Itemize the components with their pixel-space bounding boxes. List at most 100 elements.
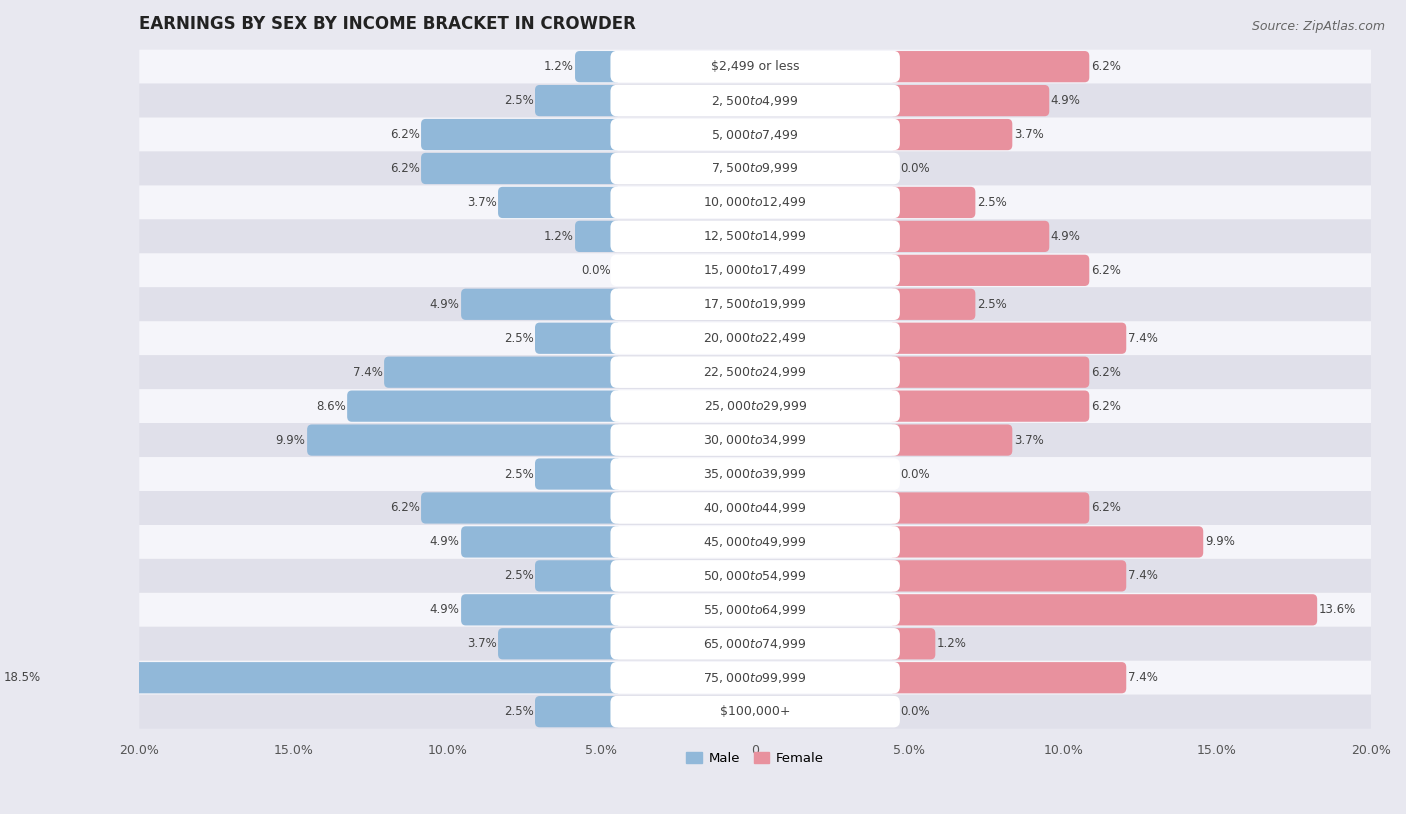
FancyBboxPatch shape: [139, 117, 1371, 151]
Text: 18.5%: 18.5%: [4, 672, 41, 685]
FancyBboxPatch shape: [610, 221, 900, 252]
FancyBboxPatch shape: [139, 322, 1371, 355]
FancyBboxPatch shape: [610, 526, 900, 558]
FancyBboxPatch shape: [139, 457, 1371, 491]
FancyBboxPatch shape: [420, 492, 621, 523]
Text: $10,000 to $12,499: $10,000 to $12,499: [703, 195, 807, 209]
FancyBboxPatch shape: [139, 694, 1371, 729]
Text: 2.5%: 2.5%: [503, 332, 533, 345]
Text: 6.2%: 6.2%: [1091, 501, 1121, 514]
Text: 2.5%: 2.5%: [977, 298, 1007, 311]
Text: 3.7%: 3.7%: [467, 637, 496, 650]
Text: 0.0%: 0.0%: [900, 162, 929, 175]
Text: $75,000 to $99,999: $75,000 to $99,999: [703, 671, 807, 685]
FancyBboxPatch shape: [889, 255, 1090, 286]
FancyBboxPatch shape: [461, 527, 621, 558]
FancyBboxPatch shape: [889, 119, 1012, 150]
FancyBboxPatch shape: [420, 119, 621, 150]
FancyBboxPatch shape: [610, 594, 900, 625]
FancyBboxPatch shape: [610, 628, 900, 659]
Text: 4.9%: 4.9%: [1050, 94, 1081, 107]
FancyBboxPatch shape: [610, 391, 900, 422]
Text: 2.5%: 2.5%: [503, 705, 533, 718]
FancyBboxPatch shape: [139, 186, 1371, 220]
Text: $22,500 to $24,999: $22,500 to $24,999: [703, 365, 807, 379]
FancyBboxPatch shape: [889, 424, 1012, 456]
FancyBboxPatch shape: [498, 628, 621, 659]
FancyBboxPatch shape: [889, 560, 1126, 592]
Text: $5,000 to $7,499: $5,000 to $7,499: [711, 128, 799, 142]
FancyBboxPatch shape: [536, 560, 621, 592]
Text: 3.7%: 3.7%: [1014, 434, 1043, 447]
Text: 6.2%: 6.2%: [1091, 365, 1121, 379]
Legend: Male, Female: Male, Female: [681, 746, 830, 770]
FancyBboxPatch shape: [610, 492, 900, 523]
Text: 2.5%: 2.5%: [503, 569, 533, 582]
FancyBboxPatch shape: [536, 322, 621, 354]
Text: $30,000 to $34,999: $30,000 to $34,999: [703, 433, 807, 447]
FancyBboxPatch shape: [610, 322, 900, 354]
Text: 6.2%: 6.2%: [389, 162, 419, 175]
Text: $55,000 to $64,999: $55,000 to $64,999: [703, 603, 807, 617]
FancyBboxPatch shape: [610, 186, 900, 218]
FancyBboxPatch shape: [307, 424, 621, 456]
Text: 6.2%: 6.2%: [389, 128, 419, 141]
FancyBboxPatch shape: [610, 458, 900, 490]
FancyBboxPatch shape: [139, 627, 1371, 661]
FancyBboxPatch shape: [575, 51, 621, 82]
FancyBboxPatch shape: [139, 661, 1371, 694]
FancyBboxPatch shape: [889, 662, 1126, 694]
Text: $15,000 to $17,499: $15,000 to $17,499: [703, 264, 807, 278]
Text: 8.6%: 8.6%: [316, 400, 346, 413]
FancyBboxPatch shape: [610, 560, 900, 592]
FancyBboxPatch shape: [498, 187, 621, 218]
FancyBboxPatch shape: [610, 424, 900, 456]
FancyBboxPatch shape: [889, 187, 976, 218]
Text: 9.9%: 9.9%: [1205, 536, 1234, 549]
Text: $25,000 to $29,999: $25,000 to $29,999: [703, 399, 807, 414]
Text: 3.7%: 3.7%: [1014, 128, 1043, 141]
Text: $17,500 to $19,999: $17,500 to $19,999: [703, 297, 807, 311]
FancyBboxPatch shape: [420, 153, 621, 184]
FancyBboxPatch shape: [610, 288, 900, 320]
FancyBboxPatch shape: [139, 525, 1371, 559]
FancyBboxPatch shape: [889, 391, 1090, 422]
Text: 2.5%: 2.5%: [503, 467, 533, 480]
Text: $100,000+: $100,000+: [720, 705, 790, 718]
Text: $2,500 to $4,999: $2,500 to $4,999: [711, 94, 799, 107]
FancyBboxPatch shape: [139, 491, 1371, 525]
FancyBboxPatch shape: [461, 594, 621, 625]
FancyBboxPatch shape: [889, 221, 1049, 252]
Text: 6.2%: 6.2%: [1091, 400, 1121, 413]
Text: 1.2%: 1.2%: [544, 60, 574, 73]
Text: 9.9%: 9.9%: [276, 434, 305, 447]
Text: 3.7%: 3.7%: [467, 196, 496, 209]
Text: 2.5%: 2.5%: [977, 196, 1007, 209]
Text: $45,000 to $49,999: $45,000 to $49,999: [703, 535, 807, 549]
Text: 1.2%: 1.2%: [544, 230, 574, 243]
Text: 0.0%: 0.0%: [900, 467, 929, 480]
FancyBboxPatch shape: [610, 662, 900, 694]
FancyBboxPatch shape: [536, 85, 621, 116]
FancyBboxPatch shape: [889, 322, 1126, 354]
FancyBboxPatch shape: [889, 289, 976, 320]
Text: 2.5%: 2.5%: [503, 94, 533, 107]
FancyBboxPatch shape: [575, 221, 621, 252]
Text: 4.9%: 4.9%: [1050, 230, 1081, 243]
FancyBboxPatch shape: [610, 85, 900, 116]
FancyBboxPatch shape: [347, 391, 621, 422]
Text: 7.4%: 7.4%: [1128, 672, 1157, 685]
Text: $40,000 to $44,999: $40,000 to $44,999: [703, 501, 807, 515]
FancyBboxPatch shape: [889, 51, 1090, 82]
Text: 6.2%: 6.2%: [1091, 60, 1121, 73]
FancyBboxPatch shape: [610, 119, 900, 151]
FancyBboxPatch shape: [610, 696, 900, 728]
FancyBboxPatch shape: [139, 50, 1371, 84]
Text: $2,499 or less: $2,499 or less: [711, 60, 800, 73]
FancyBboxPatch shape: [139, 593, 1371, 627]
FancyBboxPatch shape: [536, 696, 621, 727]
Text: Source: ZipAtlas.com: Source: ZipAtlas.com: [1251, 20, 1385, 33]
Text: $20,000 to $22,499: $20,000 to $22,499: [703, 331, 807, 345]
Text: 6.2%: 6.2%: [389, 501, 419, 514]
FancyBboxPatch shape: [610, 153, 900, 184]
